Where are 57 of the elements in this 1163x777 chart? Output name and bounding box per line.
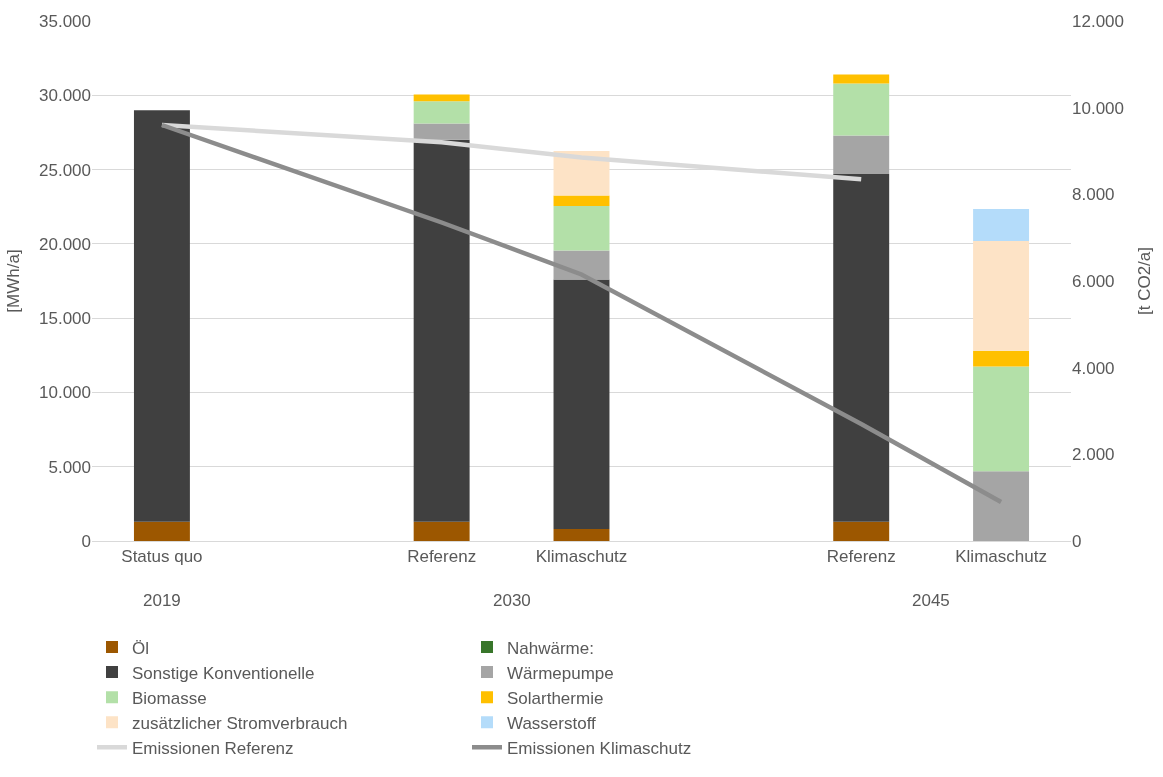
y2-tick-label: 8.000 [1072, 185, 1115, 205]
bar [413, 139, 470, 522]
y-axis-title: [MWh/a] [3, 249, 23, 313]
y-tick-label: 5.000 [48, 457, 91, 477]
bar [973, 350, 1030, 367]
y2-tick-label: 2.000 [1072, 445, 1115, 465]
y-tick-label: 25.000 [39, 160, 91, 180]
y2-tick-label: 12.000 [1072, 11, 1124, 31]
bar [833, 83, 890, 136]
y2-tick-label: 4.000 [1072, 358, 1115, 378]
bar [413, 94, 470, 102]
bar [553, 195, 610, 206]
bar [833, 174, 890, 522]
x-tick-label: Referenz [407, 547, 477, 567]
y-tick-label: 10.000 [39, 383, 91, 403]
y2-tick-label: 0 [1072, 531, 1082, 551]
legend-label: Nahwärme: [507, 638, 594, 658]
text: 2019 [143, 591, 181, 610]
y-tick-label: 30.000 [39, 86, 91, 106]
bar [413, 101, 470, 124]
legend-label: Solarthermie [507, 688, 604, 708]
legend-label: zusätzlicher Stromverbrauch [132, 713, 348, 733]
legend-label: Öl [132, 638, 149, 658]
y2-axis-title: [t CO2/a] [1135, 246, 1155, 316]
x-tick-label: Klimaschutz [535, 547, 628, 567]
legend-label: Wärmepumpe [507, 663, 614, 683]
legend-label: Sonstige Konventionelle [132, 663, 315, 683]
legend-label: Emissionen Referenz [132, 738, 294, 758]
bar [973, 208, 1030, 241]
bar [553, 529, 610, 541]
x-tick-label: Referenz [826, 547, 896, 567]
bar [553, 279, 610, 530]
bar [833, 521, 890, 541]
bar [133, 521, 190, 541]
y-tick-label: 20.000 [39, 234, 91, 254]
legend-label: Biomasse [132, 688, 207, 708]
y-tick-label: 15.000 [39, 309, 91, 329]
text: 2030 [493, 591, 531, 610]
y-tick-label: 0 [81, 531, 91, 551]
y2-tick-label: 10.000 [1072, 98, 1124, 118]
bar [413, 521, 470, 541]
bar [973, 240, 1030, 351]
bar [133, 110, 190, 522]
bar [833, 74, 890, 84]
line-series [159, 122, 1004, 505]
text: 2045 [912, 591, 950, 610]
legend-label: Wasserstoff [507, 713, 597, 733]
legend-label: Emissionen Klimaschutz [507, 738, 692, 758]
bar [973, 366, 1030, 472]
x-tick-label: Klimaschutz [955, 547, 1047, 567]
y2-tick-label: 6.000 [1072, 271, 1115, 291]
bar [833, 135, 890, 175]
x-tick-label: Status quo [121, 547, 203, 567]
y-tick-label: 35.000 [39, 11, 91, 31]
bar [413, 123, 470, 140]
bar [553, 205, 610, 251]
bar [973, 471, 1030, 541]
